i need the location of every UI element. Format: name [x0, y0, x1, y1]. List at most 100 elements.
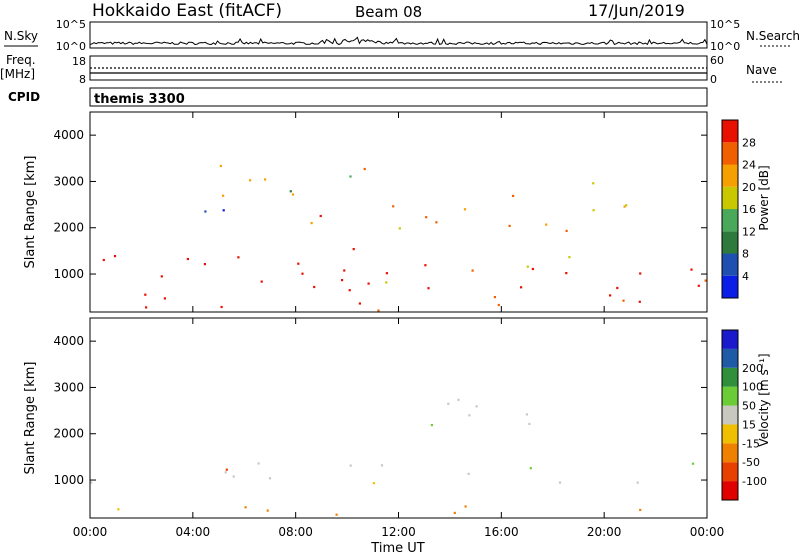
velocity-ylabel: Slant Range [km]	[23, 362, 38, 475]
power-cell	[343, 269, 346, 272]
nave-tick-bottom: 0	[710, 73, 717, 86]
velocity-colorbar-swatch	[722, 367, 738, 387]
power-cell	[545, 223, 548, 226]
x-axis: 00:00 04:00 08:00 12:00 16:00 20:00 00:00	[73, 112, 725, 539]
power-cell	[385, 272, 388, 275]
velocity-cell	[90, 481, 93, 484]
velocity-colorbar-swatch	[722, 405, 738, 425]
power-cell	[237, 256, 240, 259]
velocity-colorbar-tick-label: 200	[742, 362, 763, 375]
velocity-cell	[453, 511, 456, 514]
freq-label: Freq.	[6, 53, 36, 67]
velocity-colorbar-swatch	[722, 386, 738, 406]
velocity-cell	[380, 464, 384, 467]
power-colorbar-label: Power [dB]	[757, 165, 771, 230]
cpid-label: CPID	[8, 90, 40, 104]
power-cell	[352, 248, 355, 251]
power-y-tick-label: 3000	[53, 174, 84, 188]
velocity-colorbar-tick-label: -100	[742, 475, 767, 488]
noise-left-tick-top: 10^5	[56, 18, 86, 31]
velocity-y-tick-label: 1000	[53, 473, 84, 487]
power-cell	[493, 296, 496, 299]
velocity-cell	[224, 471, 227, 474]
noise-left-label: N.Sky	[4, 29, 38, 43]
noise-right-tick-top: 10^5	[710, 18, 740, 31]
power-cell	[592, 209, 595, 212]
cpid-value: themis 3300	[94, 92, 185, 107]
power-cell	[526, 265, 529, 268]
power-cell	[392, 205, 395, 208]
power-cell	[363, 167, 366, 171]
velocity-cell	[335, 513, 338, 516]
velocity-cell	[691, 462, 695, 465]
power-cell	[310, 222, 313, 225]
power-cell	[113, 255, 117, 258]
power-cell	[358, 302, 361, 305]
velocity-cell	[447, 402, 450, 405]
power-cell	[313, 285, 316, 289]
power-y-ticks: 1000 2000 3000 4000	[53, 128, 707, 281]
power-cell	[638, 300, 641, 303]
velocity-colorbar-swatch	[722, 443, 738, 463]
x-tick-label: 00:00	[690, 525, 725, 539]
power-cell	[145, 306, 148, 309]
power-cell	[616, 286, 619, 290]
velocity-cell	[467, 472, 470, 475]
velocity-colorbar-tick-label: -15	[742, 437, 760, 450]
power-cell	[264, 178, 267, 181]
power-cell	[222, 209, 225, 212]
power-cell	[301, 272, 304, 275]
power-cell	[565, 272, 568, 275]
velocity-cell	[257, 462, 260, 465]
power-cell	[186, 257, 189, 261]
power-cell	[463, 208, 467, 211]
power-cell	[204, 210, 207, 213]
power-cell	[609, 294, 612, 297]
velocity-colorbar-swatch	[722, 462, 738, 482]
velocity-colorbar-tick-label: -50	[742, 456, 760, 469]
velocity-colorbar-frame	[721, 329, 739, 501]
power-cell	[398, 227, 401, 230]
power-cell	[349, 175, 352, 178]
power-y-tick-label: 2000	[53, 221, 84, 235]
power-cell	[471, 269, 474, 272]
power-cell	[203, 263, 206, 266]
velocity-cell	[457, 398, 460, 401]
velocity-cell	[244, 506, 247, 509]
velocity-colorbar-swatch	[722, 481, 738, 500]
velocity-colorbar-swatch	[722, 424, 738, 444]
power-colorbar-swatch	[722, 186, 738, 210]
power-cell	[690, 268, 693, 271]
power-colorbar-tick-label: 4	[742, 270, 749, 283]
velocity-colorbar-swatch	[722, 348, 738, 368]
power-cell	[260, 280, 263, 283]
power-colorbar-swatch	[722, 164, 738, 187]
power-colorbar: 4 8 12 16 20 24 28	[721, 119, 756, 299]
power-cell	[102, 258, 105, 262]
velocity-cell	[268, 477, 272, 480]
power-cell	[219, 164, 222, 168]
power-cell	[291, 193, 295, 196]
noise-left-tick-bottom: 10^0	[56, 40, 86, 53]
power-cell	[427, 287, 430, 290]
x-tick-label: 12:00	[381, 525, 416, 539]
freq-tick-top: 18	[72, 55, 86, 68]
velocity-cell	[525, 413, 528, 416]
velocity-cells	[90, 398, 695, 516]
velocity-cell	[232, 475, 235, 478]
velocity-cell	[117, 508, 120, 511]
power-colorbar-tick-label: 24	[742, 159, 756, 172]
noise-frame	[89, 21, 708, 49]
power-colorbar-tick-label: 8	[742, 248, 749, 261]
x-tick-label: 20:00	[587, 525, 622, 539]
power-cell	[508, 224, 511, 227]
velocity-y-tick-label: 4000	[53, 334, 84, 348]
power-cell	[531, 267, 534, 271]
velocity-colorbar-swatch	[722, 330, 738, 349]
x-axis-label: Time UT	[370, 541, 424, 554]
power-frame	[89, 111, 708, 313]
power-colorbar-tick-label: 16	[742, 203, 756, 216]
power-cell	[144, 293, 147, 296]
power-cell	[222, 194, 225, 197]
velocity-colorbar: -100 -50 -15 15 50 100 200	[721, 329, 767, 501]
